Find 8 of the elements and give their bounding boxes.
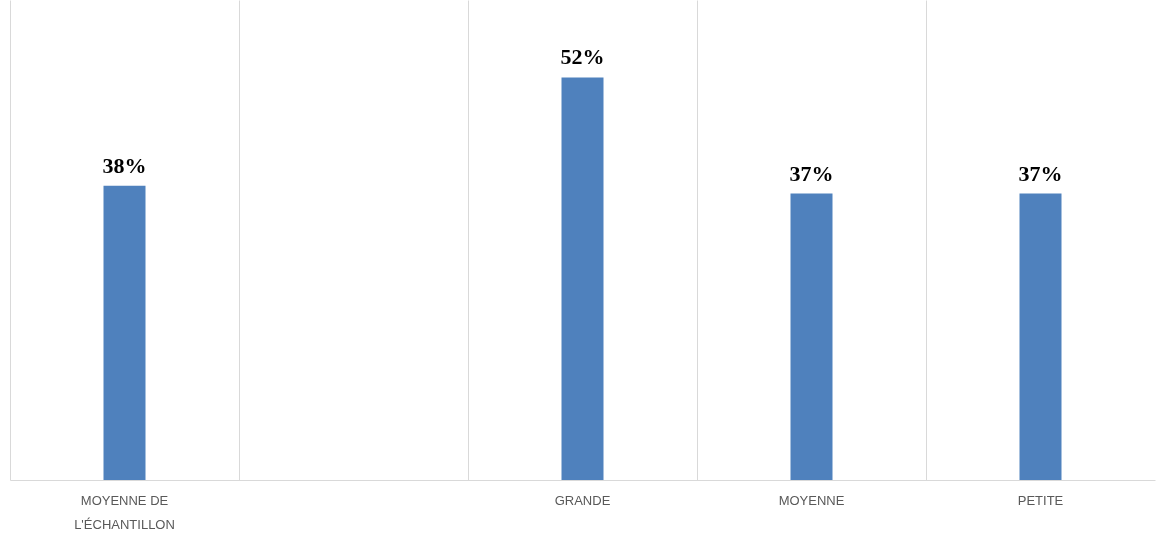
x-tick-label: MOYENNE DE L'ÉCHANTILLON <box>74 492 175 532</box>
x-tick-label: PETITE <box>1017 492 1064 508</box>
x-tick-label: GRANDE <box>554 492 611 508</box>
data-label: 37% <box>789 160 834 186</box>
data-label: 37% <box>1018 160 1063 186</box>
data-label: 52% <box>560 44 605 70</box>
x-tick-label: MOYENNE <box>778 492 845 508</box>
data-label: 38% <box>102 152 147 178</box>
